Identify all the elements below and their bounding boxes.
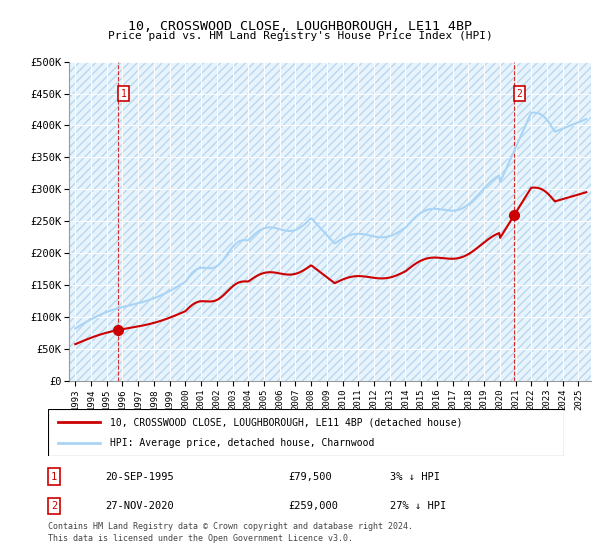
Text: £79,500: £79,500 (288, 472, 332, 482)
Text: £259,000: £259,000 (288, 501, 338, 511)
Text: 1: 1 (121, 88, 126, 99)
Text: 20-SEP-1995: 20-SEP-1995 (105, 472, 174, 482)
Text: 27-NOV-2020: 27-NOV-2020 (105, 501, 174, 511)
Text: 1: 1 (51, 472, 57, 482)
Text: HPI: Average price, detached house, Charnwood: HPI: Average price, detached house, Char… (110, 438, 374, 448)
Text: 27% ↓ HPI: 27% ↓ HPI (390, 501, 446, 511)
Text: 3% ↓ HPI: 3% ↓ HPI (390, 472, 440, 482)
FancyBboxPatch shape (48, 409, 564, 456)
Text: 10, CROSSWOOD CLOSE, LOUGHBOROUGH, LE11 4BP: 10, CROSSWOOD CLOSE, LOUGHBOROUGH, LE11 … (128, 20, 472, 32)
Text: Contains HM Land Registry data © Crown copyright and database right 2024.: Contains HM Land Registry data © Crown c… (48, 522, 413, 531)
Text: Price paid vs. HM Land Registry's House Price Index (HPI): Price paid vs. HM Land Registry's House … (107, 31, 493, 41)
Text: 2: 2 (517, 88, 522, 99)
Text: 10, CROSSWOOD CLOSE, LOUGHBOROUGH, LE11 4BP (detached house): 10, CROSSWOOD CLOSE, LOUGHBOROUGH, LE11 … (110, 417, 463, 427)
Text: This data is licensed under the Open Government Licence v3.0.: This data is licensed under the Open Gov… (48, 534, 353, 543)
Text: 2: 2 (51, 501, 57, 511)
